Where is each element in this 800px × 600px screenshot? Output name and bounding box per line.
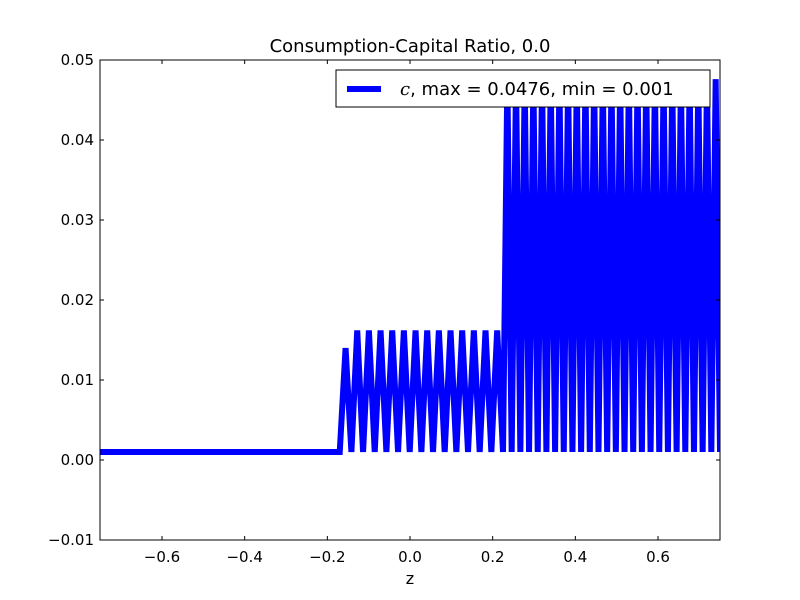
legend-series-label: c, max = 0.0476, min = 0.001	[400, 79, 674, 100]
legend: c, max = 0.0476, min = 0.001	[335, 69, 711, 108]
series-line	[100, 79, 720, 455]
x-tick-label: −0.4	[226, 548, 262, 566]
y-tick-label: 0.03	[61, 211, 94, 229]
series-layer	[100, 79, 720, 455]
y-tick-label: 0.01	[61, 371, 94, 389]
y-tick-label: −0.01	[48, 531, 94, 549]
x-tick-label: 0.6	[646, 548, 670, 566]
y-tick-label: 0.00	[61, 451, 94, 469]
x-tick-label: −0.6	[144, 548, 180, 566]
legend-box	[335, 69, 711, 108]
x-tick-label: 0.2	[481, 548, 505, 566]
y-axis: −0.01 0.00 0.01 0.02 0.03 0.04 0.05	[48, 51, 720, 549]
x-axis: −0.6 −0.4 −0.2 0.0 0.2 0.4 0.6	[144, 60, 670, 566]
y-tick-label: 0.04	[61, 131, 94, 149]
y-tick-label: 0.05	[61, 51, 94, 69]
x-axis-label: z	[406, 569, 414, 588]
x-tick-label: 0.4	[563, 548, 587, 566]
x-tick-label: 0.0	[398, 548, 422, 566]
chart-title: Consumption-Capital Ratio, 0.0	[270, 36, 551, 57]
x-tick-label: −0.2	[309, 548, 345, 566]
y-tick-label: 0.02	[61, 291, 94, 309]
